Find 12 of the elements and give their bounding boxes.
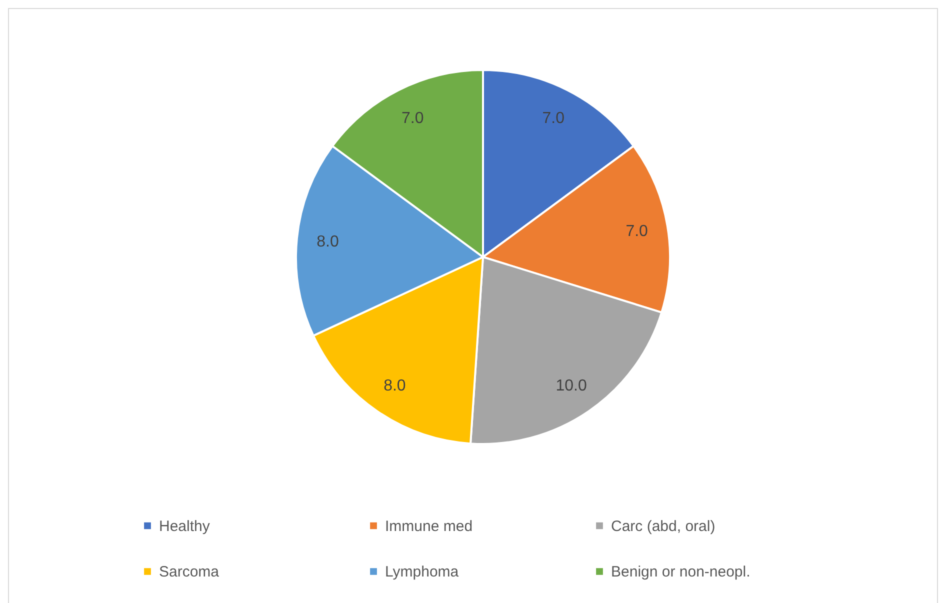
legend-label: Lymphoma (385, 564, 460, 580)
legend-label: Healthy (159, 518, 210, 535)
legend-label: Sarcoma (159, 564, 220, 580)
data-label: 7.0 (626, 223, 648, 240)
legend-label: Immune med (385, 518, 473, 535)
legend-label: Benign or non-neopl. (611, 564, 750, 580)
data-label: 7.0 (542, 110, 565, 127)
data-label: 8.0 (316, 233, 339, 250)
data-label: 7.0 (402, 110, 424, 127)
legend-label: Carc (abd, oral) (611, 518, 716, 535)
data-label: 8.0 (384, 378, 406, 395)
data-label: 10.0 (556, 378, 587, 395)
